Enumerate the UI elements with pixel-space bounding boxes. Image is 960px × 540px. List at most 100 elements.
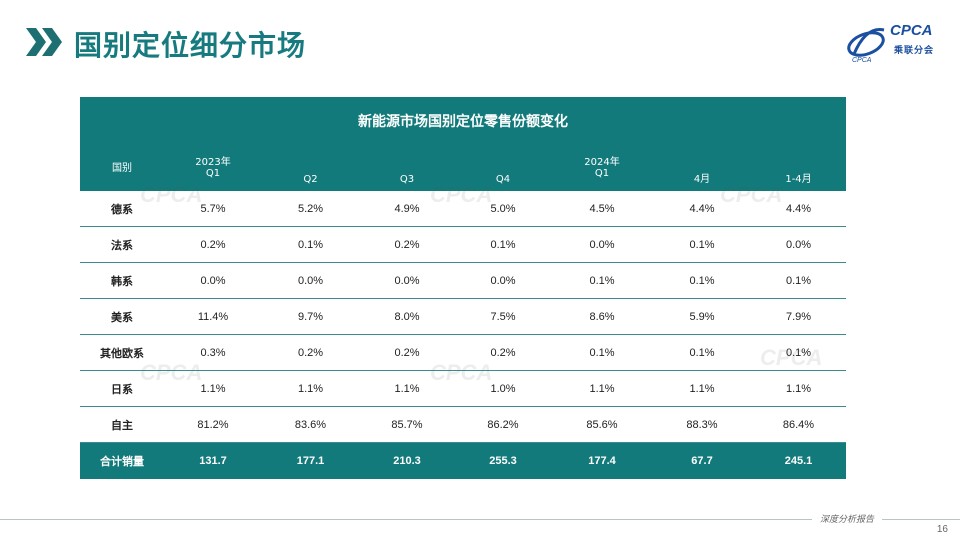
column-header-line: 2023年 <box>195 157 231 168</box>
page-number: 16 <box>936 524 948 535</box>
table-cell: 0.1% <box>551 334 653 371</box>
column-header: 2024年 Q1 <box>551 145 653 191</box>
table-cell: 86.2% <box>455 406 551 443</box>
table-cell: 0.1% <box>751 334 846 371</box>
table-row: 韩系 0.0% 0.0% 0.0% 0.0% 0.1% 0.1% 0.1% <box>80 262 846 299</box>
table-cell: 8.6% <box>551 298 653 335</box>
table-cell: 0.2% <box>359 334 455 371</box>
row-label: 日系 <box>80 370 164 407</box>
logo-emblem-icon: CPCA <box>847 28 885 64</box>
svg-text:CPCA: CPCA <box>852 57 872 64</box>
table-cell: 0.1% <box>653 262 751 299</box>
column-header: 4月 <box>653 145 751 191</box>
table-row: 其他欧系 0.3% 0.2% 0.2% 0.2% 0.1% 0.1% 0.1% <box>80 334 846 371</box>
table-cell: 0.0% <box>551 226 653 263</box>
row-label: 美系 <box>80 298 164 335</box>
table-cell: 0.2% <box>164 226 262 263</box>
table-cell: 0.1% <box>551 262 653 299</box>
table-cell: 81.2% <box>164 406 262 443</box>
page-title: 国别定位细分市场 <box>74 29 307 62</box>
table-cell: 1.1% <box>262 370 359 407</box>
column-header-line: 国别 <box>112 162 132 174</box>
table-cell: 0.1% <box>653 226 751 263</box>
total-cell: 67.7 <box>653 442 751 479</box>
total-cell: 177.1 <box>262 442 359 479</box>
column-header-line: Q4 <box>495 174 511 185</box>
row-label: 韩系 <box>80 262 164 299</box>
table-row: 法系 0.2% 0.1% 0.2% 0.1% 0.0% 0.1% 0.0% <box>80 226 846 263</box>
total-cell: 210.3 <box>359 442 455 479</box>
row-label: 其他欧系 <box>80 334 164 371</box>
table-cell: 5.2% <box>262 191 359 227</box>
column-header-line: Q2 <box>303 174 318 185</box>
table-cell: 0.1% <box>751 262 846 299</box>
table-header-row: 国别 2023年 Q1 Q2 Q3 Q4 2024年 Q1 4月 1-4月 <box>80 145 846 191</box>
total-cell: 177.4 <box>551 442 653 479</box>
table-row: 自主 81.2% 83.6% 85.7% 86.2% 85.6% 88.3% 86.4% <box>80 406 846 443</box>
share-table: 新能源市场国别定位零售份额变化 国别 2023年 Q1 Q2 Q3 Q4 2024年 Q1 4月… <box>80 97 846 479</box>
table-caption: 新能源市场国别定位零售份额变化 <box>80 97 846 145</box>
logo-text: CPCA <box>890 22 933 39</box>
column-header-line: 1-4月 <box>785 174 812 185</box>
table-cell: 0.1% <box>653 334 751 371</box>
table-cell: 1.0% <box>455 370 551 407</box>
column-header: Q2 <box>262 145 359 191</box>
total-cell: 255.3 <box>455 442 551 479</box>
table-cell: 8.0% <box>359 298 455 335</box>
column-header: Q4 <box>455 145 551 191</box>
column-header-line: Q1 <box>205 168 221 179</box>
table-cell: 0.2% <box>359 226 455 263</box>
table-cell: 88.3% <box>653 406 751 443</box>
column-header-line: 2024年 <box>584 157 620 168</box>
logo-subtitle: 乘联分会 <box>894 46 935 56</box>
table-cell: 0.1% <box>455 226 551 263</box>
table-cell: 1.1% <box>551 370 653 407</box>
table-cell: 9.7% <box>262 298 359 335</box>
table-cell: 85.6% <box>551 406 653 443</box>
table-cell: 1.1% <box>653 370 751 407</box>
table-cell: 4.5% <box>551 191 653 227</box>
column-header-line: Q1 <box>594 168 610 179</box>
table-cell: 5.0% <box>455 191 551 227</box>
table-cell: 85.7% <box>359 406 455 443</box>
column-header: Q3 <box>359 145 455 191</box>
cpca-logo: CPCA CPCA 乘联分会 <box>844 20 944 64</box>
table-cell: 7.9% <box>751 298 846 335</box>
table-cell: 0.0% <box>359 262 455 299</box>
row-label: 法系 <box>80 226 164 263</box>
table-cell: 5.9% <box>653 298 751 335</box>
row-label: 德系 <box>80 191 164 227</box>
table-cell: 1.1% <box>164 370 262 407</box>
total-cell: 131.7 <box>164 442 262 479</box>
table-cell: 0.1% <box>262 226 359 263</box>
column-header: 1-4月 <box>751 145 846 191</box>
table-cell: 7.5% <box>455 298 551 335</box>
table-cell: 1.1% <box>359 370 455 407</box>
table-cell: 4.4% <box>653 191 751 227</box>
table-cell: 83.6% <box>262 406 359 443</box>
footer-tagline: 深度分析报告 <box>812 512 883 525</box>
table-cell: 4.9% <box>359 191 455 227</box>
total-cell: 245.1 <box>751 442 846 479</box>
table-cell: 4.4% <box>751 191 846 227</box>
table-cell: 0.0% <box>164 262 262 299</box>
table-cell: 0.0% <box>751 226 846 263</box>
table-cell: 0.3% <box>164 334 262 371</box>
table-cell: 0.2% <box>262 334 359 371</box>
column-header: 2023年 Q1 <box>164 145 262 191</box>
table-cell: 86.4% <box>751 406 846 443</box>
table-row: 德系 5.7% 5.2% 4.9% 5.0% 4.5% 4.4% 4.4% <box>80 191 846 227</box>
table-cell: 1.1% <box>751 370 846 407</box>
table-cell: 0.0% <box>455 262 551 299</box>
footer-divider <box>0 519 960 520</box>
total-label: 合计销量 <box>80 442 164 479</box>
table-row: 美系 11.4% 9.7% 8.0% 7.5% 8.6% 5.9% 7.9% <box>80 298 846 335</box>
table-row: 日系 1.1% 1.1% 1.1% 1.0% 1.1% 1.1% 1.1% <box>80 370 846 407</box>
column-header-line: Q3 <box>399 174 415 185</box>
column-header-line: 4月 <box>693 174 711 185</box>
table-cell: 11.4% <box>164 298 262 335</box>
column-header: 国别 <box>80 145 164 191</box>
table-cell: 0.0% <box>262 262 359 299</box>
table-cell: 5.7% <box>164 191 262 227</box>
row-label: 自主 <box>80 406 164 443</box>
